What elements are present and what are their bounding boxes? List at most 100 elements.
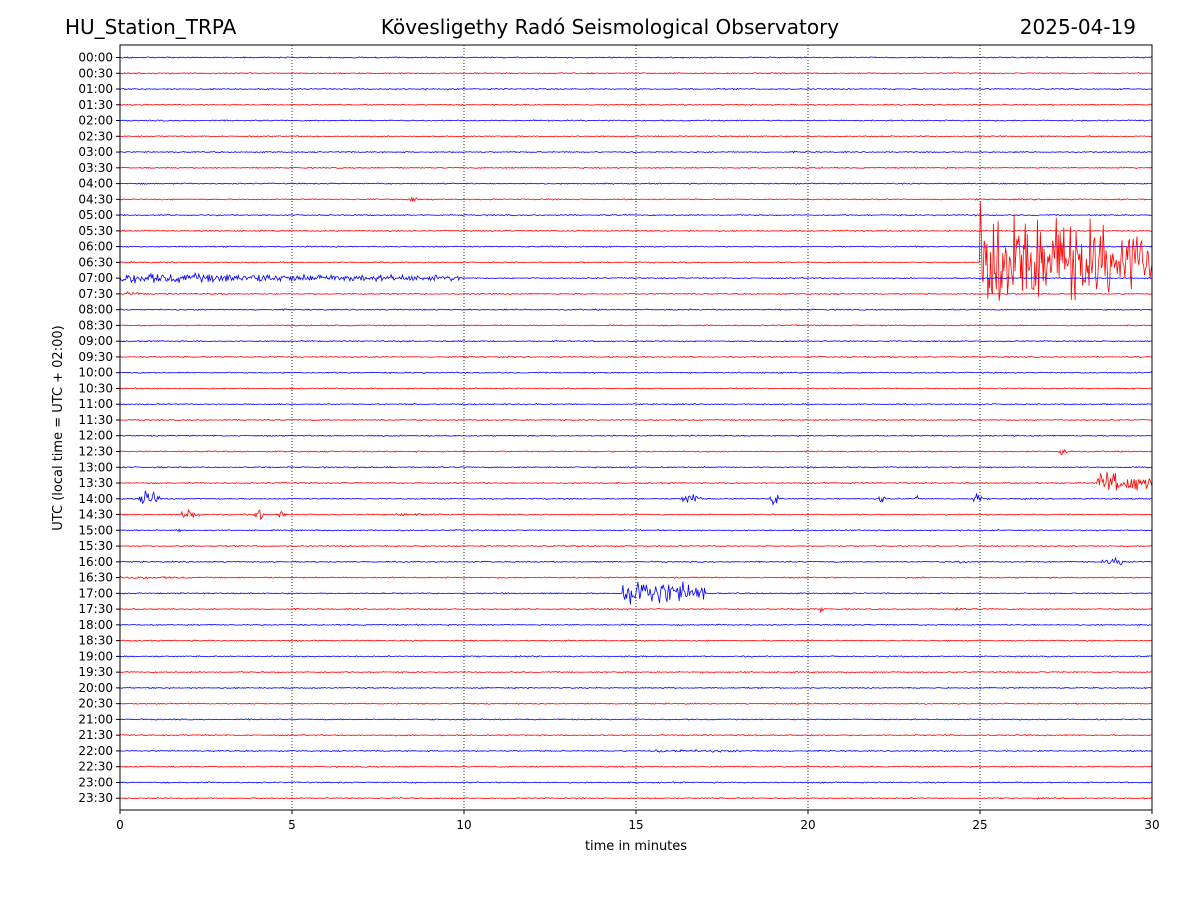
x-tick-label-30: 30 (1144, 818, 1159, 832)
y-tick-label: 23:00 (78, 775, 113, 789)
y-tick-label: 01:30 (78, 98, 113, 112)
y-tick-label: 00:30 (78, 66, 113, 80)
trace-08:00 (119, 308, 1153, 312)
y-tick-label: 14:30 (78, 508, 113, 522)
trace-20:00 (119, 686, 1153, 690)
y-axis-label: UTC (local time = UTC + 02:00) (51, 325, 66, 530)
trace-13:30 (119, 471, 1153, 491)
y-tick-label: 04:30 (78, 192, 113, 206)
y-tick-label: 19:30 (78, 665, 113, 679)
y-tick-label: 17:30 (78, 602, 113, 616)
y-tick-label: 13:30 (78, 476, 113, 490)
y-tick-label: 06:00 (78, 240, 113, 254)
trace-06:30 (119, 201, 1153, 301)
y-tick-label: 02:00 (78, 114, 113, 128)
trace-19:00 (119, 655, 1153, 658)
y-tick-label: 03:00 (78, 145, 113, 159)
y-tick-label: 15:00 (78, 523, 113, 537)
y-tick-label: 09:30 (78, 350, 113, 364)
y-tick-label: 20:00 (78, 681, 113, 695)
y-tick-label: 22:00 (78, 744, 113, 758)
trace-16:00 (119, 556, 1153, 566)
trace-group (119, 56, 1153, 800)
y-tick-label: 07:00 (78, 271, 113, 285)
trace-02:30 (119, 134, 1153, 138)
y-tick-label: 10:00 (78, 366, 113, 380)
y-tick-label: 20:30 (78, 697, 113, 711)
y-tick-label: 04:00 (78, 177, 113, 191)
trace-07:30 (119, 291, 1152, 296)
y-tick-label: 01:00 (78, 82, 113, 96)
x-tick-label-15: 15 (628, 818, 643, 832)
y-tick-label: 16:00 (78, 555, 113, 569)
trace-04:30 (119, 196, 1153, 203)
y-tick-label: 23:30 (78, 791, 113, 805)
y-tick-label: 14:00 (78, 492, 113, 506)
trace-00:30 (119, 71, 1153, 75)
y-tick-label: 16:30 (78, 571, 113, 585)
x-tick-label-20: 20 (800, 818, 815, 832)
trace-18:30 (119, 639, 1153, 642)
y-tick-label: 12:30 (78, 445, 113, 459)
trace-01:30 (119, 103, 1153, 107)
trace-22:30 (119, 765, 1153, 769)
chart-date: 2025-04-19 (1019, 15, 1136, 39)
trace-03:00 (119, 150, 1153, 154)
trace-13:00 (119, 465, 1153, 469)
trace-01:00 (119, 87, 1153, 91)
trace-12:30 (119, 449, 1153, 456)
y-tick-label: 08:00 (78, 303, 113, 317)
trace-21:00 (119, 718, 1153, 721)
x-tick-label-0: 0 (116, 818, 124, 832)
trace-15:00 (119, 528, 1153, 533)
trace-03:30 (119, 166, 1153, 170)
station-name: HU_Station_TRPA (65, 15, 237, 39)
trace-17:30 (119, 606, 1153, 614)
chart-title: Kövesligethy Radó Seismological Observat… (380, 15, 840, 39)
y-tick-label: 13:00 (78, 460, 113, 474)
y-tick-label: 08:30 (78, 318, 113, 332)
y-tick-label: 07:30 (78, 287, 113, 301)
trace-20:30 (119, 702, 1153, 705)
x-tick-label-5: 5 (288, 818, 296, 832)
y-tick-label: 11:00 (78, 397, 113, 411)
trace-09:00 (119, 339, 1153, 343)
y-tick-label: 21:00 (78, 712, 113, 726)
trace-12:00 (119, 434, 1153, 438)
trace-18:00 (119, 623, 1153, 627)
y-tick-label: 09:00 (78, 334, 113, 348)
x-tick-label-10: 10 (456, 818, 471, 832)
vertical-gridlines (291, 45, 981, 810)
y-tick-label: 02:30 (78, 129, 113, 143)
trace-23:30 (119, 796, 1153, 800)
trace-16:30 (119, 576, 1153, 580)
trace-14:00 (119, 490, 1153, 506)
x-axis-label: time in minutes (585, 839, 687, 854)
y-tick-label: 00:00 (78, 51, 113, 65)
trace-17:00 (119, 581, 1153, 605)
y-tick-label: 05:00 (78, 208, 113, 222)
y-tick-label: 21:30 (78, 728, 113, 742)
y-tick-label: 10:30 (78, 381, 113, 395)
y-tick-label: 11:30 (78, 413, 113, 427)
y-tick-label: 17:00 (78, 586, 113, 600)
trace-19:30 (119, 670, 1152, 674)
y-tick-label: 15:30 (78, 539, 113, 553)
y-tick-label: 22:30 (78, 760, 113, 774)
y-tick-label: 18:00 (78, 618, 113, 632)
trace-14:30 (119, 508, 1153, 521)
trace-10:00 (119, 371, 1153, 375)
trace-09:30 (119, 355, 1153, 359)
trace-00:00 (119, 56, 1153, 59)
trace-21:30 (119, 733, 1153, 737)
trace-05:00 (119, 213, 1153, 217)
trace-23:00 (119, 781, 1153, 784)
trace-08:30 (119, 324, 1153, 327)
y-tick-label: 06:30 (78, 255, 113, 269)
trace-02:00 (119, 119, 1153, 122)
y-tick-label: 18:30 (78, 634, 113, 648)
trace-22:00 (119, 748, 1152, 753)
trace-15:30 (119, 544, 1153, 548)
